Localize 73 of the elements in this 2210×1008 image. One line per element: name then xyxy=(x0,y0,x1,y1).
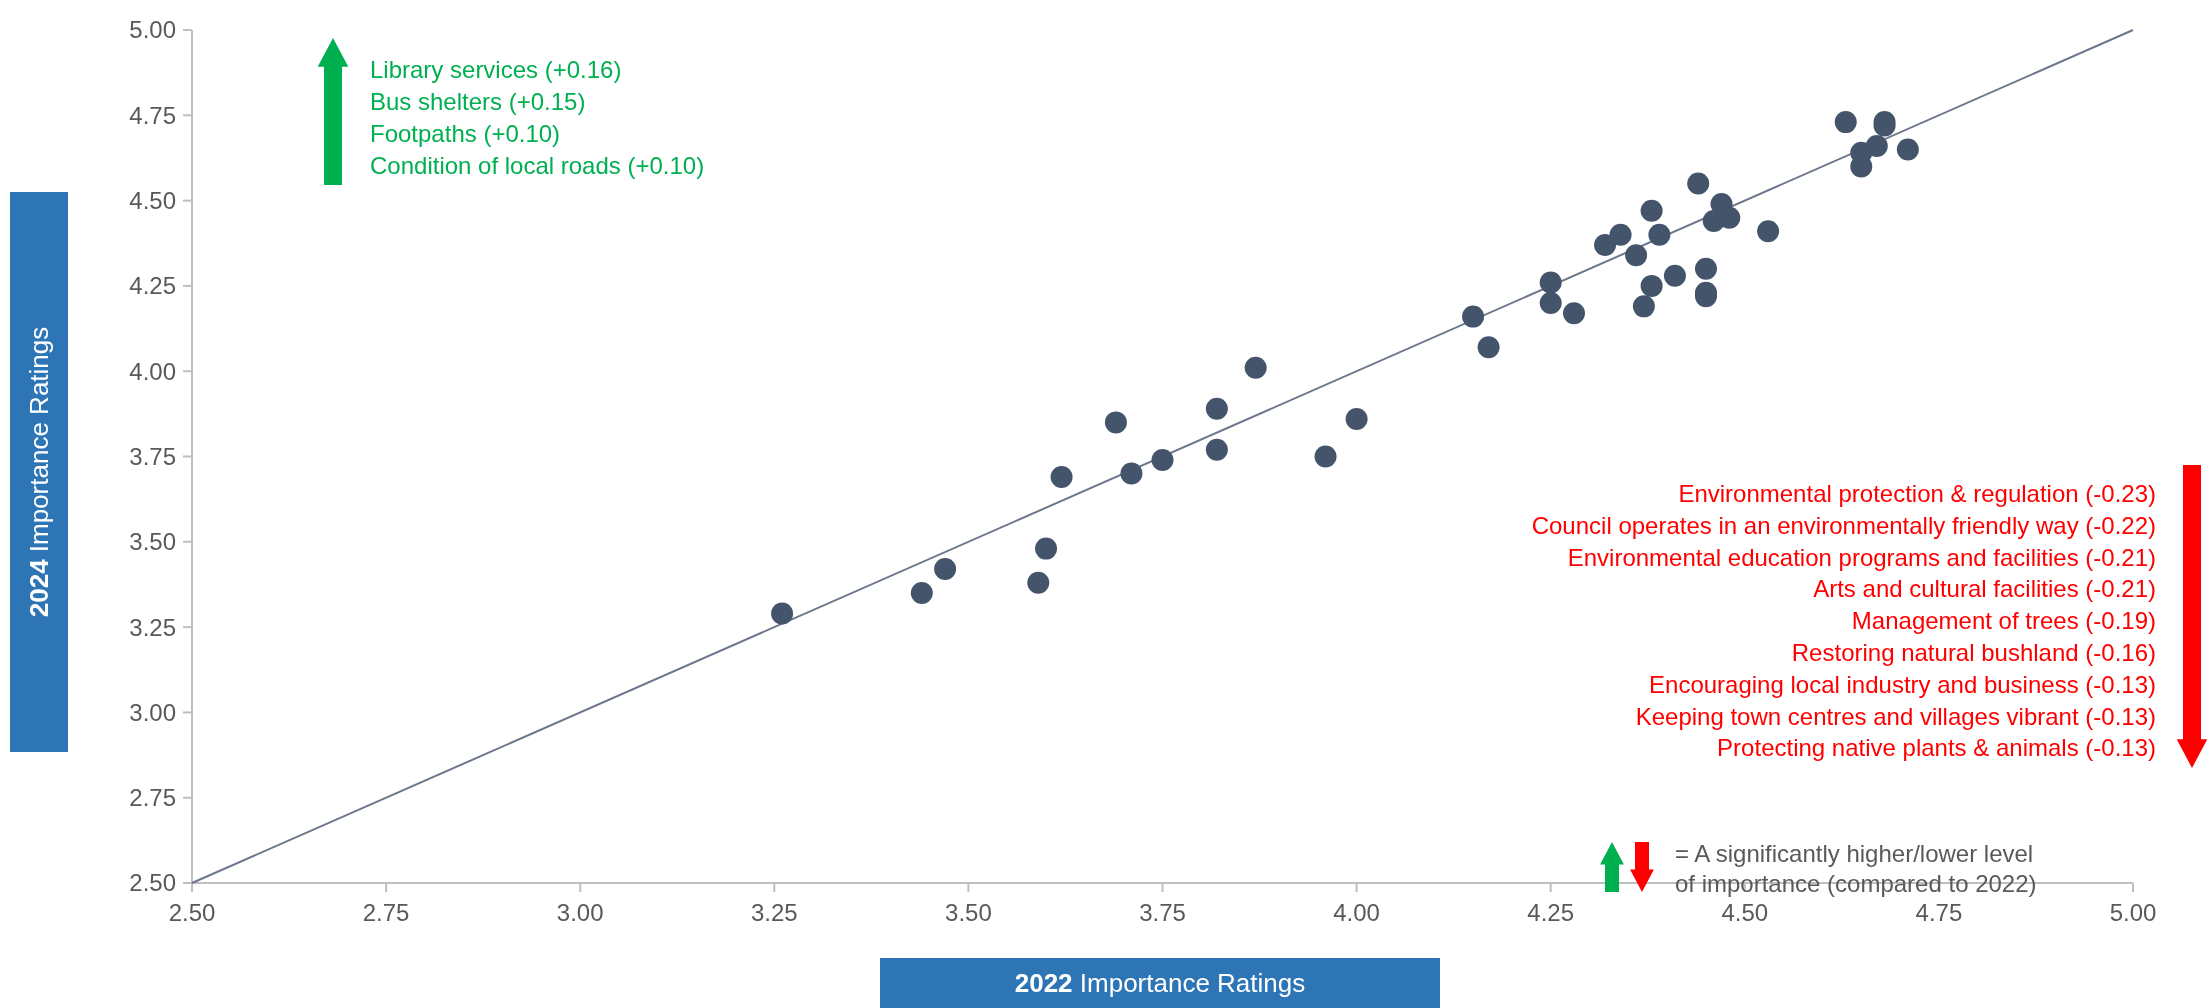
annotation: Encouraging local industry and business (-0.13) xyxy=(1649,670,2156,698)
point xyxy=(1035,537,1058,560)
y-tick-label: 3.25 xyxy=(129,613,176,641)
y-tick-label: 3.00 xyxy=(129,698,176,726)
point xyxy=(1648,223,1671,246)
point xyxy=(1120,462,1143,485)
y-tick-label: 2.50 xyxy=(129,869,176,897)
point xyxy=(1702,210,1725,233)
point xyxy=(1834,111,1857,134)
point xyxy=(1632,295,1655,318)
point xyxy=(910,582,933,604)
point xyxy=(1562,302,1585,325)
x-tick-label: 4.00 xyxy=(1333,899,1380,926)
point xyxy=(1687,172,1710,195)
point xyxy=(1205,397,1228,420)
point xyxy=(1663,264,1686,287)
annotation: Condition of local roads (+0.10) xyxy=(370,152,705,179)
annotation: Management of trees (-0.19) xyxy=(1851,607,2156,635)
x-tick-label: 3.75 xyxy=(1139,899,1186,926)
annotation: Footpaths (+0.10) xyxy=(370,120,561,147)
x-tick-label: 4.50 xyxy=(1721,899,1769,926)
point xyxy=(1640,199,1663,222)
annotation: Arts and cultural facilities (-0.21) xyxy=(1813,575,2156,603)
point xyxy=(1050,465,1073,488)
annotation: Restoring natural bushland (-0.16) xyxy=(1791,639,2156,666)
point xyxy=(1462,305,1485,328)
annotation: Keeping town centres and villages vibrant (-0.13) xyxy=(1635,702,2156,730)
point xyxy=(1539,291,1562,314)
x-tick-label: 5.00 xyxy=(2109,899,2157,926)
point xyxy=(1205,438,1228,461)
annotation: Protecting native plants & animals (-0.13) xyxy=(1717,734,2156,762)
x-tick-label: 4.75 xyxy=(1915,899,1963,926)
point xyxy=(1694,257,1717,280)
point xyxy=(1027,571,1050,594)
point xyxy=(1345,407,1368,430)
point xyxy=(1477,336,1500,359)
point xyxy=(1865,135,1888,157)
y-tick-label: 4.50 xyxy=(129,187,176,214)
annotation: Environmental protection & regulation (-0.23) xyxy=(1678,480,2156,507)
annotation: Environmental education programs and facilities (-0.21) xyxy=(1567,543,2156,571)
point xyxy=(1609,223,1632,246)
y-tick-label: 4.00 xyxy=(129,357,176,385)
point xyxy=(1104,411,1127,434)
y-axis-title: 2024 Importance Ratings xyxy=(24,326,54,618)
y-tick-label: 3.75 xyxy=(129,442,176,470)
annotation: = A significantly higher/lower level xyxy=(1675,840,2034,867)
point xyxy=(1625,244,1648,267)
point xyxy=(1896,138,1919,161)
point xyxy=(1757,220,1780,243)
point xyxy=(1594,233,1617,256)
point xyxy=(1244,356,1267,379)
point xyxy=(934,558,957,581)
x-tick-label: 4.25 xyxy=(1527,899,1575,926)
x-tick-label: 3.25 xyxy=(750,899,798,926)
annotation: of importance (compared to 2022) xyxy=(1675,870,2037,897)
point xyxy=(1640,274,1663,297)
x-tick-label: 3.00 xyxy=(556,899,604,926)
y-tick-label: 2.75 xyxy=(129,784,176,812)
x-tick-label: 2.75 xyxy=(362,899,410,926)
y-tick-label: 3.50 xyxy=(129,528,176,556)
annotation: Library services (+0.16) xyxy=(370,56,622,83)
annotation: Council operates in an environmentally friendly way (-0.22) xyxy=(1531,511,2156,539)
x-axis-title: 2022 Importance Ratings xyxy=(1014,968,1306,998)
point xyxy=(1151,448,1174,471)
x-tick-label: 2.50 xyxy=(168,899,216,926)
annotation: Bus shelters (+0.15) xyxy=(370,88,586,115)
point xyxy=(1539,271,1562,294)
x-tick-label: 3.50 xyxy=(945,899,992,926)
point xyxy=(1314,445,1337,468)
y-tick-label: 5.00 xyxy=(129,16,176,44)
y-tick-label: 4.75 xyxy=(129,101,176,129)
point xyxy=(771,602,794,625)
y-tick-label: 4.25 xyxy=(129,272,176,300)
